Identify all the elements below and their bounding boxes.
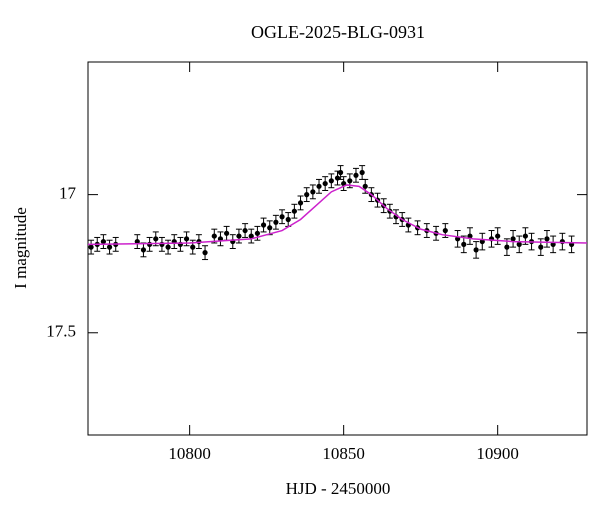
data-point xyxy=(353,172,359,178)
data-point xyxy=(359,169,365,176)
data-point xyxy=(183,236,190,242)
data-point xyxy=(495,233,501,239)
chart-title: OGLE-2025-BLG-0931 xyxy=(251,22,425,42)
data-point xyxy=(147,241,153,247)
data-point xyxy=(341,180,347,187)
data-point xyxy=(211,233,217,239)
data-point xyxy=(559,238,565,245)
data-point xyxy=(442,227,448,234)
data-point xyxy=(504,244,510,250)
data-point xyxy=(88,244,94,250)
data-point xyxy=(224,230,230,236)
x-tick-label: 10800 xyxy=(168,444,211,463)
x-axis-label: HJD - 2450000 xyxy=(286,479,391,498)
y-axis-label: I magnitude xyxy=(11,207,30,289)
data-point xyxy=(285,216,291,223)
data-point xyxy=(362,183,368,189)
data-point xyxy=(337,169,344,176)
data-point xyxy=(510,236,516,242)
x-tick-label: 10850 xyxy=(322,444,365,463)
data-point xyxy=(202,250,208,256)
data-point xyxy=(267,225,273,231)
data-point xyxy=(328,178,334,184)
y-tick-label: 17.5 xyxy=(46,322,76,341)
data-point xyxy=(106,244,113,250)
data-point xyxy=(236,233,242,239)
data-point xyxy=(322,180,328,187)
data-point xyxy=(304,192,310,198)
data-point xyxy=(159,241,165,247)
data-point xyxy=(100,238,107,245)
data-point xyxy=(190,244,196,250)
plot-frame xyxy=(87,61,588,436)
model-curve xyxy=(87,184,588,246)
data-point xyxy=(347,178,353,184)
data-point xyxy=(291,208,297,214)
data-point xyxy=(153,236,159,242)
data-point xyxy=(279,214,285,220)
data-point xyxy=(242,227,248,234)
data-point xyxy=(260,222,267,228)
data-point xyxy=(310,189,316,195)
data-point xyxy=(516,241,522,247)
data-point xyxy=(316,183,322,189)
x-tick-label: 10900 xyxy=(476,444,519,463)
data-point xyxy=(254,230,261,236)
data-point xyxy=(522,233,528,239)
data-point xyxy=(248,233,254,239)
data-point xyxy=(297,200,304,206)
data-point xyxy=(140,247,147,253)
data-point xyxy=(134,238,140,245)
data-point xyxy=(473,247,479,253)
data-point xyxy=(538,244,544,250)
data-point xyxy=(273,219,279,225)
data-point xyxy=(544,236,550,242)
data-point xyxy=(461,241,467,247)
y-tick-label: 17 xyxy=(59,184,77,203)
data-point xyxy=(165,244,171,250)
data-point xyxy=(467,233,473,239)
